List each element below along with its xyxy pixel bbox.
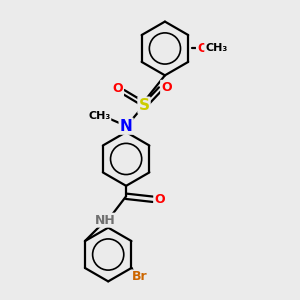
Text: Br: Br: [132, 270, 147, 284]
Text: O: O: [154, 193, 165, 206]
Text: CH₃: CH₃: [88, 111, 110, 121]
Text: O: O: [197, 42, 208, 55]
Text: NH: NH: [95, 214, 116, 227]
Text: N: N: [120, 118, 133, 134]
Text: O: O: [161, 81, 172, 94]
Text: O: O: [112, 82, 123, 95]
Text: CH₃: CH₃: [205, 44, 227, 53]
Text: S: S: [139, 98, 149, 113]
